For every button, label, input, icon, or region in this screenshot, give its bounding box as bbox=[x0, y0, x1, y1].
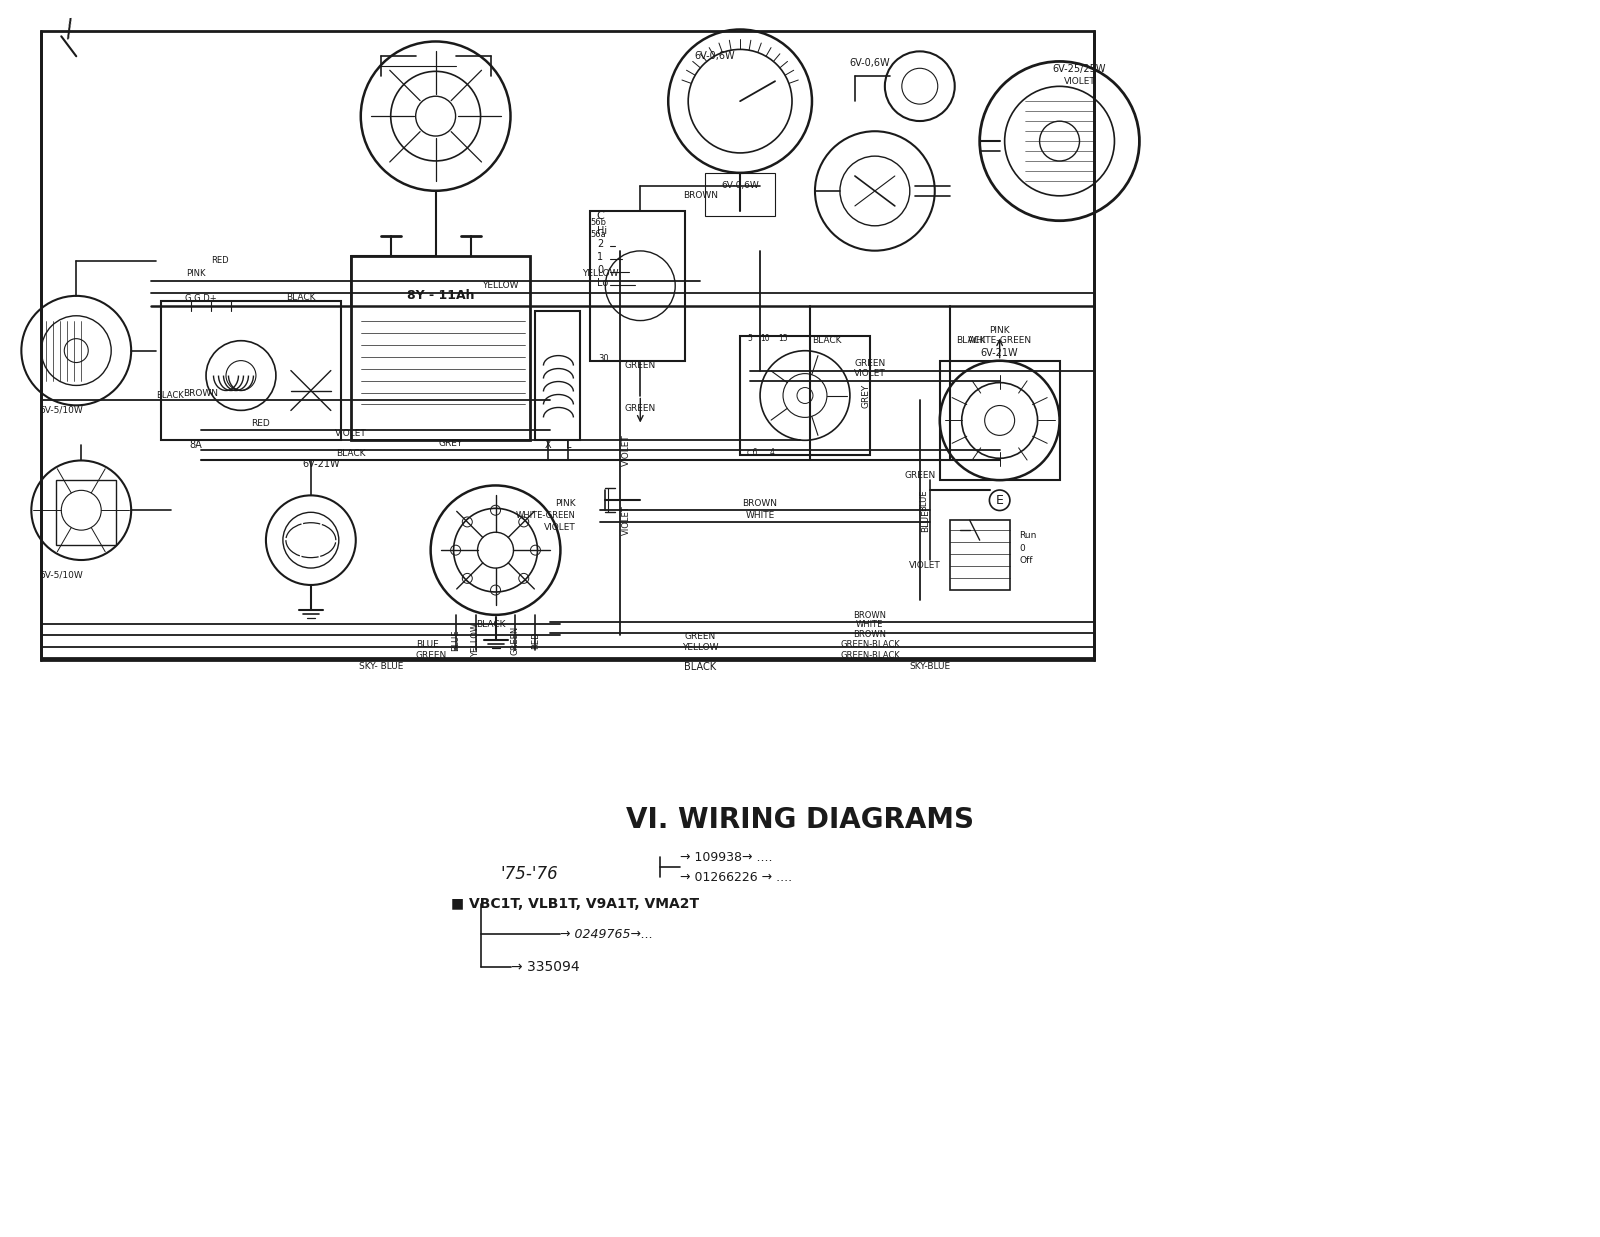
Text: YELLOW: YELLOW bbox=[482, 281, 518, 291]
Text: → 0249765→...: → 0249765→... bbox=[560, 928, 653, 941]
Text: 4: 4 bbox=[770, 448, 774, 456]
Bar bbox=[350, 256, 531, 440]
Text: GREEN: GREEN bbox=[416, 652, 446, 661]
Bar bbox=[939, 360, 1059, 480]
Text: BLACK: BLACK bbox=[475, 621, 506, 630]
Bar bbox=[536, 310, 581, 440]
Text: → 335094: → 335094 bbox=[510, 960, 579, 975]
Text: BLACK: BLACK bbox=[811, 336, 842, 345]
Text: GREEN: GREEN bbox=[624, 404, 656, 413]
Text: VIOLET: VIOLET bbox=[622, 506, 630, 536]
Text: 6V-0,6W: 6V-0,6W bbox=[850, 58, 890, 68]
Text: 0: 0 bbox=[597, 265, 603, 275]
Text: G G D+: G G D+ bbox=[186, 294, 218, 303]
Text: ■ VBC1T, VLB1T, V9A1T, VMA2T: ■ VBC1T, VLB1T, V9A1T, VMA2T bbox=[451, 897, 699, 912]
Text: PINK: PINK bbox=[186, 270, 205, 278]
Bar bbox=[590, 212, 685, 360]
Text: WHITE-GREEN: WHITE-GREEN bbox=[515, 511, 576, 520]
Text: 6V-5/10W: 6V-5/10W bbox=[40, 570, 83, 580]
Text: YELLOW: YELLOW bbox=[470, 623, 480, 657]
Text: BROWN: BROWN bbox=[853, 631, 886, 640]
Text: BLUE: BLUE bbox=[920, 490, 928, 511]
Text: GREEN: GREEN bbox=[904, 471, 936, 480]
Text: Hi: Hi bbox=[597, 226, 608, 236]
Text: SKY- BLUE: SKY- BLUE bbox=[358, 662, 403, 672]
Text: 56a: 56a bbox=[590, 230, 606, 240]
Text: GREEN: GREEN bbox=[685, 632, 715, 642]
Bar bbox=[706, 173, 774, 216]
Text: Run: Run bbox=[1019, 531, 1037, 539]
Text: GREEN: GREEN bbox=[854, 359, 885, 369]
Text: WHITE-GREEN: WHITE-GREEN bbox=[968, 336, 1032, 345]
Text: '75-'76: '75-'76 bbox=[501, 866, 558, 883]
Text: GREEN-BLACK: GREEN-BLACK bbox=[840, 641, 899, 649]
Text: BROWN: BROWN bbox=[683, 192, 718, 200]
Text: E: E bbox=[995, 494, 1003, 507]
Text: BLUE: BLUE bbox=[451, 630, 461, 651]
Text: 15: 15 bbox=[778, 334, 787, 343]
Text: GREY: GREY bbox=[438, 439, 462, 448]
Text: 8Y - 11Ah: 8Y - 11Ah bbox=[406, 289, 474, 302]
Text: BLACK: BLACK bbox=[157, 391, 184, 400]
Text: BROWN: BROWN bbox=[853, 611, 886, 620]
Text: VIOLET: VIOLET bbox=[909, 560, 941, 569]
Bar bbox=[42, 31, 1094, 659]
Text: VIOLET: VIOLET bbox=[622, 434, 630, 466]
Text: 6V-21W: 6V-21W bbox=[981, 348, 1019, 357]
Text: 56b: 56b bbox=[590, 219, 606, 228]
Text: /: / bbox=[64, 16, 75, 41]
Text: → 109938→ ....: → 109938→ .... bbox=[680, 851, 773, 863]
Text: BLACK: BLACK bbox=[685, 662, 717, 672]
Text: VIOLET: VIOLET bbox=[1064, 77, 1096, 85]
Text: Off: Off bbox=[1019, 555, 1034, 564]
Text: → 01266226 → ....: → 01266226 → .... bbox=[680, 871, 792, 884]
Text: RED: RED bbox=[531, 631, 539, 648]
Text: C: C bbox=[597, 210, 605, 221]
Text: BLACK: BLACK bbox=[955, 336, 986, 345]
Text: 1: 1 bbox=[597, 252, 603, 262]
Text: 6V-5/10W: 6V-5/10W bbox=[40, 406, 83, 414]
Text: 5: 5 bbox=[747, 334, 752, 343]
Text: BROWN: BROWN bbox=[742, 499, 778, 507]
Text: RED: RED bbox=[251, 419, 270, 428]
Text: 6V-0,6W: 6V-0,6W bbox=[722, 182, 758, 190]
Text: VIOLET: VIOLET bbox=[544, 523, 576, 532]
Text: YELLOW: YELLOW bbox=[582, 270, 619, 278]
Text: RED: RED bbox=[211, 256, 229, 265]
Text: BLACK: BLACK bbox=[336, 449, 365, 458]
Text: BROWN: BROWN bbox=[184, 388, 219, 398]
Text: GREY: GREY bbox=[861, 383, 870, 408]
Text: GREEN: GREEN bbox=[510, 626, 520, 654]
Bar bbox=[741, 335, 870, 455]
Text: 8A: 8A bbox=[190, 440, 203, 450]
Text: SKY-BLUE: SKY-BLUE bbox=[909, 662, 950, 672]
Text: BLACK: BLACK bbox=[286, 293, 315, 302]
Text: VIOLET: VIOLET bbox=[854, 369, 886, 379]
Text: PINK: PINK bbox=[555, 499, 576, 507]
Bar bbox=[56, 480, 117, 546]
Text: GREEN-BLACK: GREEN-BLACK bbox=[840, 652, 899, 661]
Text: Lo: Lo bbox=[597, 278, 608, 288]
Text: YELLOW: YELLOW bbox=[682, 643, 718, 652]
Text: WHITE: WHITE bbox=[856, 621, 883, 630]
Bar bbox=[950, 521, 1010, 590]
Text: 6V-0,6W: 6V-0,6W bbox=[694, 51, 736, 62]
Text: 0: 0 bbox=[1019, 543, 1026, 553]
Text: BLUE: BLUE bbox=[922, 508, 930, 532]
Text: PINK: PINK bbox=[989, 327, 1010, 335]
Text: 10: 10 bbox=[760, 334, 770, 343]
Text: VI. WIRING DIAGRAMS: VI. WIRING DIAGRAMS bbox=[626, 805, 974, 834]
Bar bbox=[162, 301, 341, 440]
Text: 6V-21W: 6V-21W bbox=[302, 459, 339, 469]
Text: 30: 30 bbox=[598, 354, 610, 364]
Text: GREEN: GREEN bbox=[624, 361, 656, 370]
Text: 2: 2 bbox=[597, 239, 603, 249]
Text: WHITE: WHITE bbox=[746, 511, 774, 520]
Text: 6V-25/25W: 6V-25/25W bbox=[1053, 64, 1106, 74]
Text: L: L bbox=[566, 440, 571, 450]
Text: c.6: c.6 bbox=[747, 448, 758, 456]
Text: BLUE: BLUE bbox=[416, 641, 438, 649]
Text: X: X bbox=[546, 440, 552, 450]
Text: VIOLET: VIOLET bbox=[334, 429, 366, 438]
